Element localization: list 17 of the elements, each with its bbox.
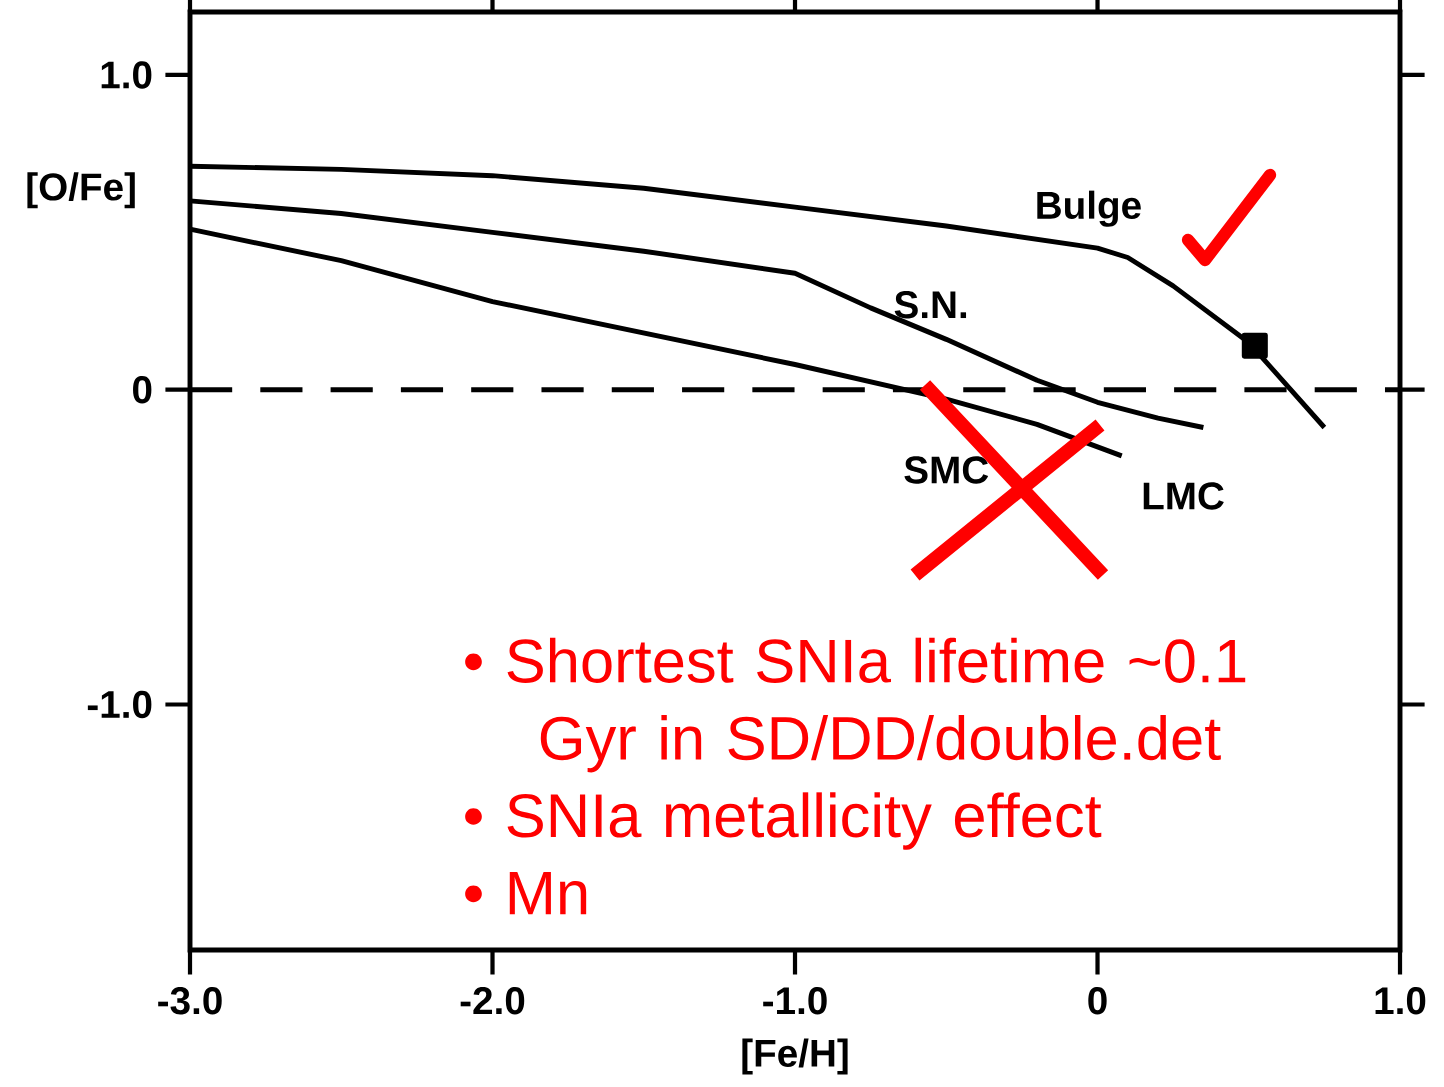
- series-label: S.N.: [894, 291, 967, 319]
- x-tick-label: 1.0: [1375, 987, 1426, 1015]
- series-label: Bulge: [1037, 190, 1141, 227]
- annotation: • Shortest SNIa lifetime ~0.1 Gyr in SD/DD/double.det: [465, 637, 1246, 773]
- annotation: • SNIa metallicity effect: [465, 792, 1102, 850]
- x-tick-label: -1.0: [763, 987, 827, 1015]
- x-tick-label: -2.0: [460, 987, 525, 1015]
- annotation: LMC: [1143, 482, 1224, 510]
- series-label: SMC: [904, 456, 989, 484]
- y-axis-title: [O/Fe]: [27, 172, 135, 209]
- y-tick-label: -1.0: [87, 690, 152, 719]
- y-tick-label: 0: [133, 376, 152, 404]
- y-tick-label: 1.0: [101, 61, 152, 89]
- x-tick-label: -3.0: [158, 987, 222, 1015]
- x-tick-label: 0: [1088, 987, 1107, 1015]
- annotation: • Mn: [465, 871, 587, 915]
- x-axis-title: [Fe/H]: [742, 1038, 848, 1075]
